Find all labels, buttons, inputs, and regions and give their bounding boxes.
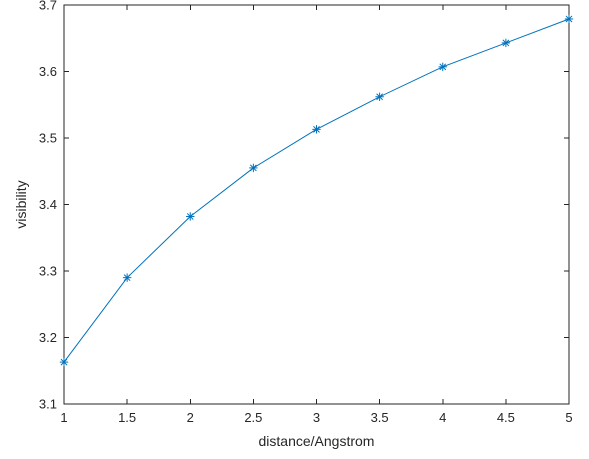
axis-ticks: 1 1.5 2 2.5 3 3.5 4 4.5 5 3.1 3.2 3.3 3.4 3.5 3.6 3.7 <box>39 0 573 425</box>
x-tick-label: 3.5 <box>371 410 389 425</box>
x-tick-label: 5 <box>565 410 572 425</box>
data-point-marker <box>249 163 258 173</box>
data-point-marker <box>564 14 574 24</box>
x-tick-label: 2 <box>187 410 194 425</box>
data-point-marker <box>501 38 511 48</box>
plot-frame <box>63 4 570 405</box>
x-tick-label: 4.5 <box>497 410 515 425</box>
data-point-marker <box>312 125 321 134</box>
x-tick-label: 2.5 <box>244 410 262 425</box>
y-tick-label: 3.4 <box>39 197 57 212</box>
data-series <box>59 14 574 367</box>
x-tick-label: 3 <box>313 410 320 425</box>
y-tick-label: 3.1 <box>39 397 57 412</box>
y-axis-label: visibility <box>13 180 29 228</box>
x-axis-label: distance/Angstrom <box>259 433 375 449</box>
x-tick-label: 4 <box>439 410 446 425</box>
x-tick-label: 1 <box>60 410 67 425</box>
data-point-marker <box>59 357 69 367</box>
data-point-marker <box>375 92 384 101</box>
y-tick-label: 3.7 <box>39 0 57 13</box>
data-point-marker <box>186 212 195 221</box>
plot-area <box>63 4 570 405</box>
y-tick-label: 3.6 <box>39 64 57 79</box>
y-tick-label: 3.5 <box>39 131 57 146</box>
x-tick-label: 1.5 <box>118 410 136 425</box>
data-point-marker <box>438 62 447 72</box>
data-point-marker <box>122 273 132 282</box>
y-tick-label: 3.3 <box>39 264 57 279</box>
y-tick-label: 3.2 <box>39 330 57 345</box>
